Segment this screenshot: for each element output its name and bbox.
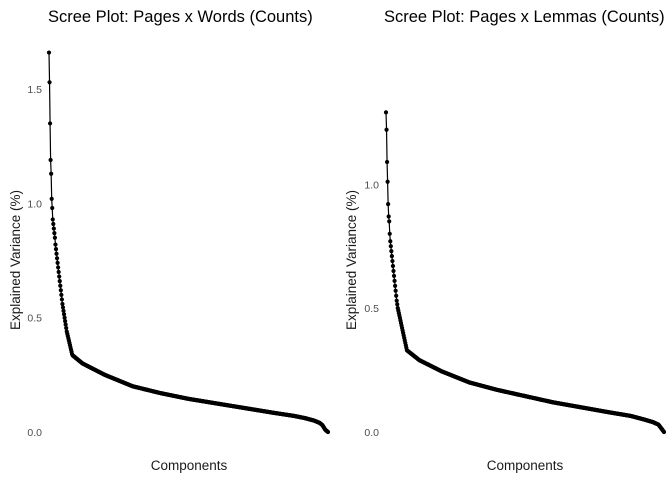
data-point	[394, 293, 399, 298]
x-axis-label: Components	[487, 458, 564, 473]
data-point	[393, 283, 398, 288]
data-point	[57, 279, 62, 284]
data-point	[63, 322, 68, 327]
data-point	[384, 159, 390, 165]
data-point	[390, 263, 396, 269]
data-point	[388, 244, 393, 249]
data-point	[384, 127, 389, 132]
data-point	[387, 231, 392, 236]
data-point	[53, 247, 59, 252]
data-point	[46, 50, 52, 55]
scree-line	[385, 112, 665, 433]
data-point	[59, 297, 64, 302]
data-point	[63, 319, 68, 324]
data-point	[55, 260, 60, 265]
y-tick-label: 0.5	[27, 313, 42, 325]
data-point	[390, 258, 395, 264]
y-tick-label: 1.0	[27, 198, 42, 210]
y-axis-label: Explained Variance (%)	[8, 190, 23, 330]
data-point	[49, 171, 54, 176]
data-point	[385, 179, 390, 184]
data-point	[391, 268, 396, 274]
data-point	[59, 292, 64, 297]
data-point	[383, 110, 389, 115]
data-point	[61, 308, 66, 313]
data-point	[52, 235, 58, 240]
x-axis-label: Components	[151, 458, 228, 473]
data-point	[51, 226, 56, 231]
y-axis-label: Explained Variance (%)	[344, 190, 359, 330]
data-point	[386, 201, 391, 207]
data-point	[391, 273, 397, 279]
data-point	[54, 256, 60, 261]
data-point	[56, 269, 61, 275]
series-group	[46, 50, 331, 435]
y-tick-label: 1.0	[364, 179, 379, 191]
data-point	[60, 301, 65, 307]
data-point	[58, 283, 63, 288]
data-point	[393, 288, 398, 293]
data-point	[49, 196, 54, 201]
data-point	[62, 315, 67, 320]
data-point	[54, 251, 59, 256]
scree-plot-lemmas-panel: Scree Plot: Pages x Lemmas (Counts) 0.0 0…	[336, 0, 672, 480]
data-point	[52, 231, 57, 236]
data-point	[47, 80, 52, 85]
data-point	[48, 157, 53, 163]
data-point	[61, 312, 67, 317]
data-point	[388, 239, 393, 244]
data-point	[56, 265, 61, 270]
data-point	[395, 302, 400, 307]
data-point	[325, 429, 331, 435]
scree-plot-words-panel: Scree Plot: Pages x Words (Counts) 0.0 0.…	[8, 8, 331, 473]
data-point	[58, 288, 63, 293]
data-point	[661, 429, 667, 435]
y-tick-label: 0.5	[364, 303, 379, 315]
data-point	[51, 221, 56, 227]
chart-title: Scree Plot: Pages x Words (Counts)	[48, 8, 313, 26]
data-point	[60, 305, 66, 310]
scree-plot-words: Scree Plot: Pages x Words (Counts) 0.00.…	[8, 8, 331, 473]
y-axis-ticks: 0.0 0.5 1.0 1.5	[27, 84, 42, 439]
scree-plot-lemmas: Scree Plot: Pages x Lemmas (Counts) 0.00…	[344, 8, 667, 473]
data-point	[394, 298, 399, 303]
data-point	[64, 325, 69, 331]
data-point	[57, 274, 62, 279]
y-tick-label: 0.0	[364, 427, 379, 439]
y-tick-label: 1.5	[27, 84, 42, 96]
data-point	[392, 278, 397, 283]
y-tick-label: 0.0	[27, 427, 42, 439]
data-point	[47, 121, 53, 126]
y-axis-ticks: 0.0 0.5 1.0	[364, 179, 379, 439]
data-point	[386, 214, 391, 219]
data-point	[50, 205, 55, 211]
chart-title: Scree Plot: Pages x Lemmas (Counts)	[384, 8, 665, 26]
series-group	[383, 110, 667, 435]
data-point	[389, 254, 394, 259]
data-point	[387, 219, 392, 224]
data-point	[53, 242, 58, 247]
scree-line	[48, 52, 329, 433]
data-point	[389, 249, 394, 254]
data-point	[50, 217, 55, 222]
